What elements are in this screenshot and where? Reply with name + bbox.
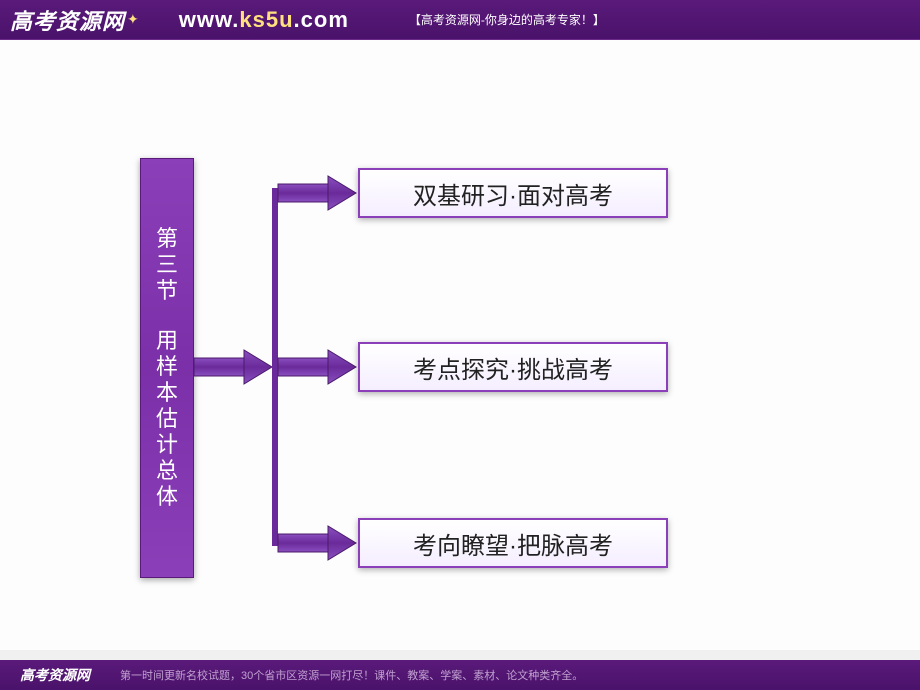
child-node-1: 双基研习·面对高考 — [358, 168, 668, 218]
url-highlight: ks5u — [239, 7, 293, 32]
root-node: 第 三 节 用 样 本 估 计 总 体 — [140, 158, 194, 578]
footer-logo-text: 高考资源网 — [20, 665, 90, 685]
child-3-label: 考向瞭望·把脉高考 — [413, 526, 613, 561]
trunk-line — [272, 188, 278, 546]
footer-text: 第一时间更新名校试题，30个省市区资源一网打尽！课件、教案、学案、素材、论文种类… — [120, 667, 583, 683]
footer-bar: 高考资源网 第一时间更新名校试题，30个省市区资源一网打尽！课件、教案、学案、素… — [0, 660, 920, 690]
connector-svg — [194, 158, 374, 578]
header-tagline: 【高考资源网-你身边的高考专家！】 — [409, 11, 605, 28]
root-line2-char3: 本 — [156, 380, 178, 406]
root-line1-char3: 节 — [156, 278, 178, 304]
root-line1-char2: 三 — [156, 252, 178, 278]
header-bar: 高考资源网✦ www.ks5u.com 【高考资源网-你身边的高考专家！】 — [0, 0, 920, 40]
root-line1-char1: 第 — [156, 226, 178, 252]
slide-content: 第 三 节 用 样 本 估 计 总 体 — [0, 40, 920, 650]
root-line2-char2: 样 — [156, 354, 178, 380]
logo-star-icon: ✦ — [127, 11, 139, 28]
child-2-label: 考点探究·挑战高考 — [413, 350, 613, 385]
root-line2-char1: 用 — [156, 328, 178, 354]
child-node-3: 考向瞭望·把脉高考 — [358, 518, 668, 568]
root-line2-char4: 估 — [156, 406, 178, 432]
url-prefix: www. — [179, 7, 240, 32]
child-1-label: 双基研习·面对高考 — [413, 176, 613, 211]
site-logo-text: 高考资源网 — [10, 4, 125, 36]
branch-arrow-2-icon — [278, 350, 356, 384]
site-url: www.ks5u.com — [179, 7, 349, 33]
root-line2-char6: 总 — [156, 458, 178, 484]
branch-arrow-1-icon — [278, 176, 356, 210]
root-out-arrow-icon — [194, 350, 272, 384]
root-line2-char7: 体 — [156, 484, 178, 510]
root-line2-char5: 计 — [156, 432, 178, 458]
diagram-area: 第 三 节 用 样 本 估 计 总 体 — [0, 110, 920, 650]
url-suffix: .com — [294, 7, 349, 32]
branch-arrow-3-icon — [278, 526, 356, 560]
child-node-2: 考点探究·挑战高考 — [358, 342, 668, 392]
